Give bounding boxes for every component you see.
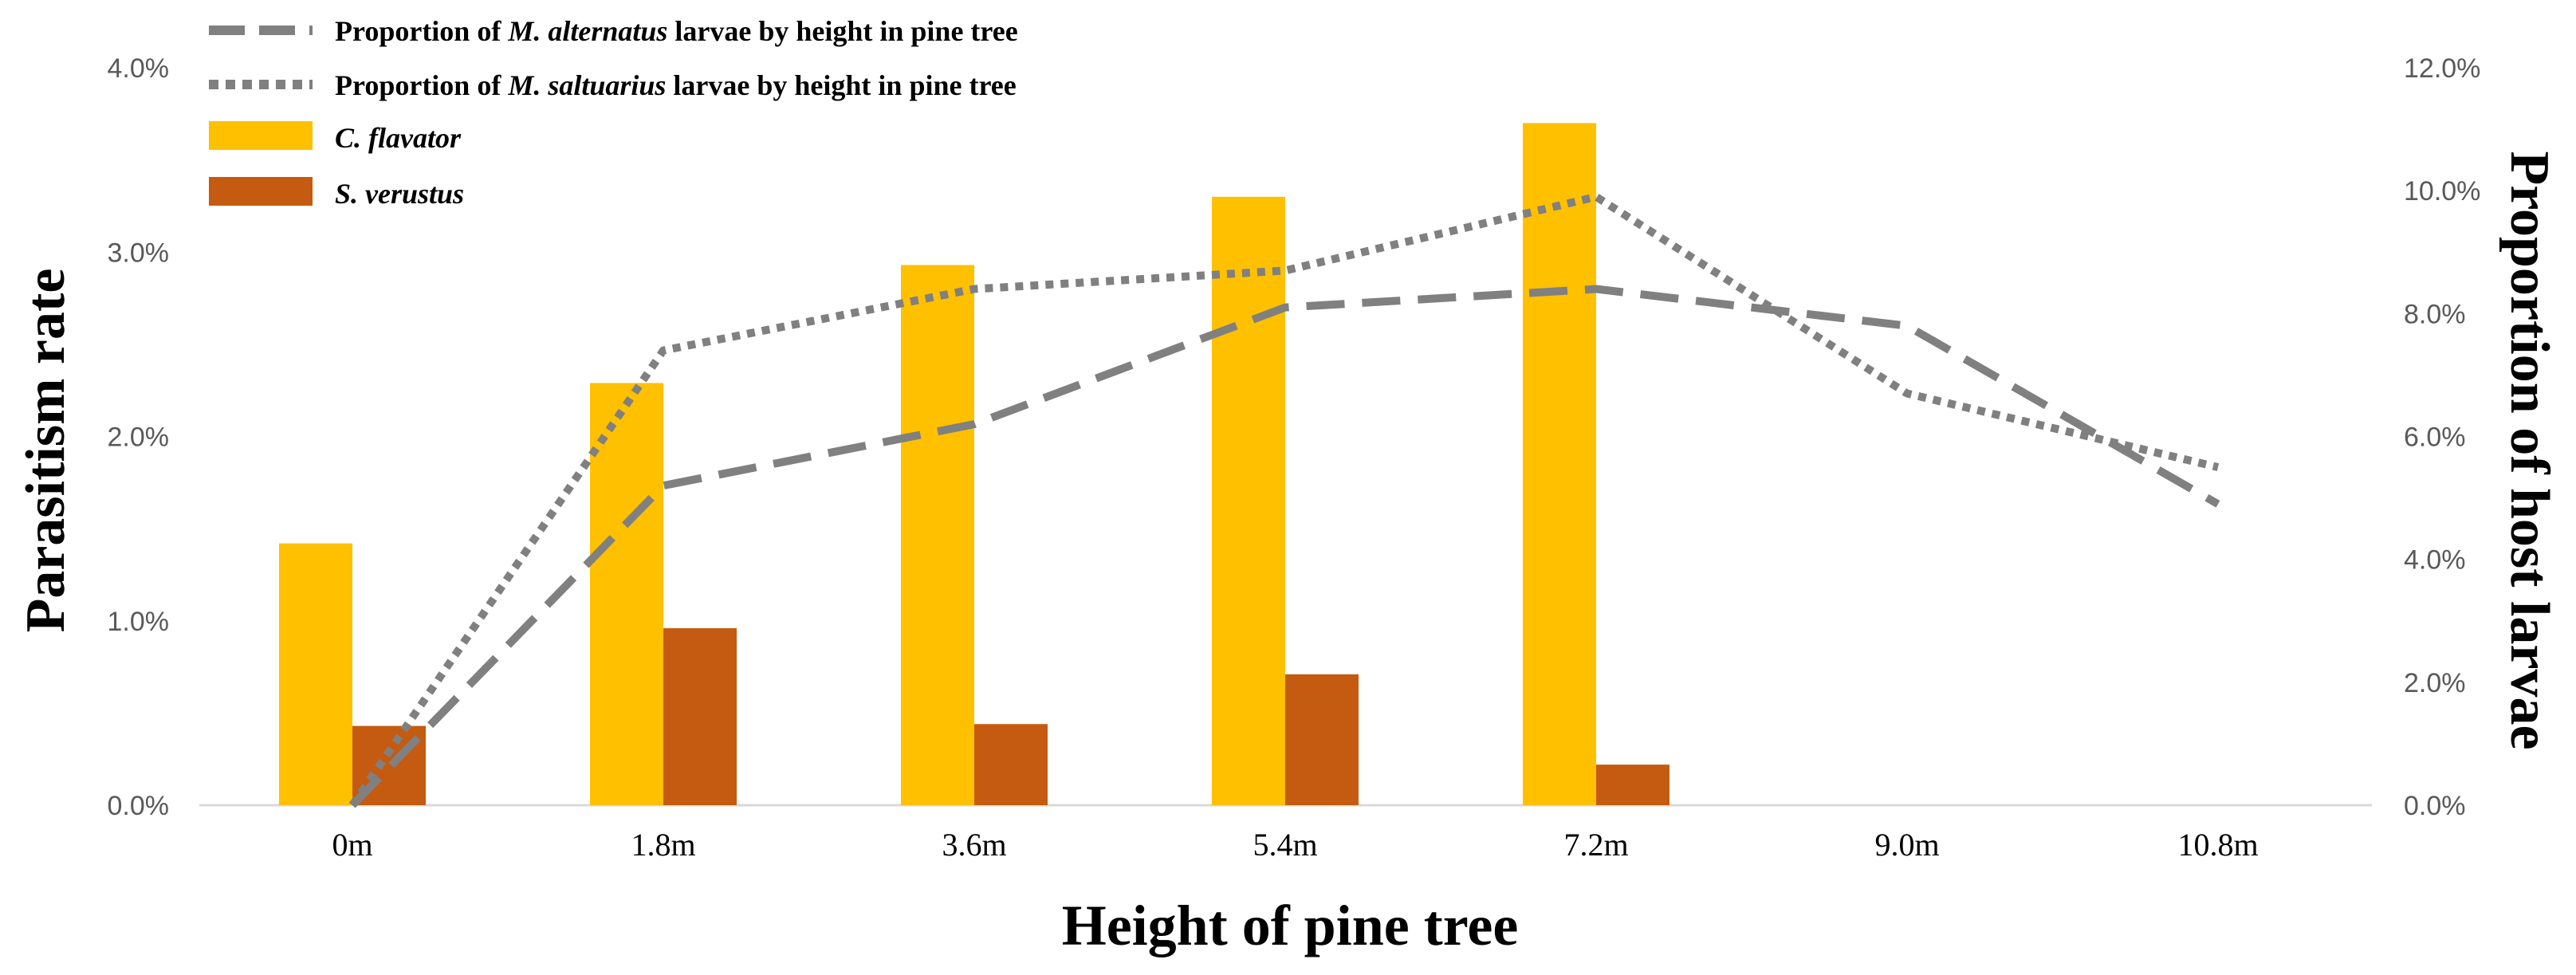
left-tick-label: 1.0%: [108, 607, 170, 637]
bar-c-flavator-5.4m: [1212, 196, 1285, 805]
x-tick-label: 5.4m: [1253, 827, 1317, 863]
legend-label-verustus: S. verustus: [335, 178, 464, 210]
left-axis-ticks: 0.0% 1.0% 2.0% 3.0% 4.0%: [108, 53, 170, 821]
bar-c-flavator-3.6m: [901, 265, 974, 805]
bar-c-flavator-1.8m: [590, 383, 663, 805]
right-tick-label: 4.0%: [2404, 545, 2466, 576]
bar-s-verustus-5.4m: [1285, 674, 1359, 805]
y-axis-title: Parasitism rate: [15, 269, 77, 633]
left-tick-label: 2.0%: [108, 423, 170, 453]
right-tick-label: 6.0%: [2404, 423, 2466, 453]
right-tick-label: 12.0%: [2404, 53, 2480, 84]
left-tick-label: 4.0%: [108, 53, 170, 84]
x-tick-label: 0m: [332, 827, 372, 863]
legend-label-saltuarius: Proportion of M. saltuarius larvae by he…: [335, 69, 1017, 101]
x-tick-label: 3.6m: [942, 827, 1006, 863]
left-tick-label: 3.0%: [108, 238, 170, 268]
lines-group: [348, 192, 2220, 808]
bar-s-verustus-7.2m: [1596, 765, 1669, 805]
x-axis-title: Height of pine tree: [1062, 894, 1519, 957]
x-tick-label: 1.8m: [631, 827, 695, 863]
line-alternatus: [349, 285, 2220, 808]
bar-c-flavator-0m: [279, 543, 352, 805]
line-saltuarius: [348, 192, 2220, 808]
bar-s-verustus-1.8m: [663, 628, 737, 805]
bar-s-verustus-3.6m: [974, 724, 1048, 805]
legend: Proportion of M. alternatus larvae by he…: [209, 15, 1018, 210]
left-tick-label: 0.0%: [108, 791, 170, 821]
x-axis-ticks: 0m 1.8m 3.6m 5.4m 7.2m 9.0m 10.8m: [332, 827, 2258, 863]
bar-c-flavator-7.2m: [1523, 123, 1596, 805]
legend-swatch-flavator: [209, 121, 313, 150]
right-tick-label: 8.0%: [2404, 299, 2466, 329]
y2-axis-title: Proportion of host larvae: [2499, 151, 2560, 749]
right-tick-label: 0.0%: [2404, 791, 2466, 821]
x-tick-label: 7.2m: [1563, 827, 1628, 863]
legend-swatch-verustus: [209, 177, 313, 206]
x-tick-label: 9.0m: [1874, 827, 1939, 863]
legend-label-alternatus: Proportion of M. alternatus larvae by he…: [335, 15, 1018, 47]
right-tick-label: 10.0%: [2404, 176, 2480, 206]
x-tick-label: 10.8m: [2177, 827, 2258, 863]
legend-label-flavator: C. flavator: [335, 122, 462, 154]
right-axis-ticks: 0.0% 2.0% 4.0% 6.0% 8.0% 10.0% 12.0%: [2404, 53, 2480, 821]
bars-group: [279, 123, 1669, 805]
right-tick-label: 2.0%: [2404, 668, 2466, 698]
